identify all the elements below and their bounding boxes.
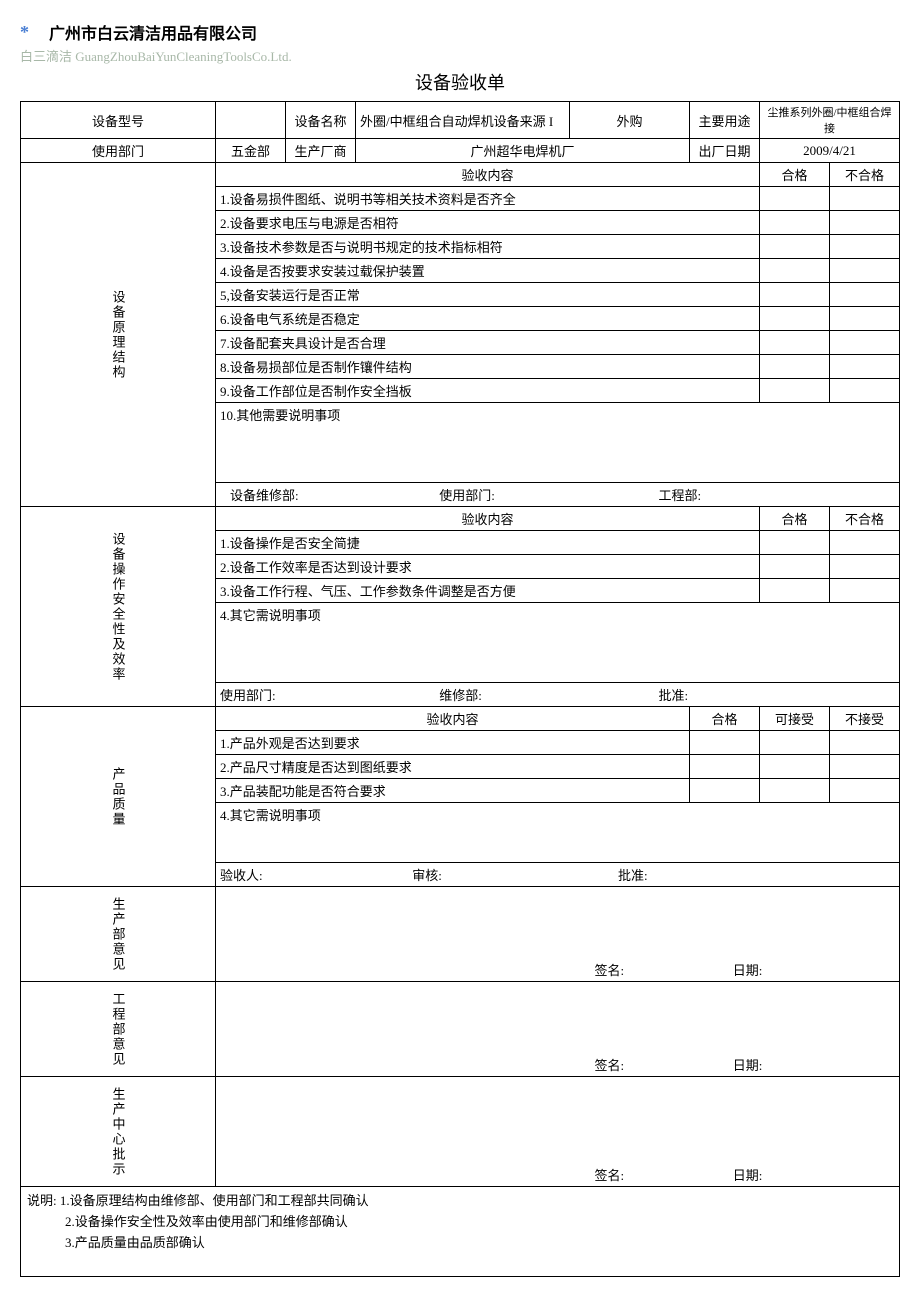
main-table: 设备型号 设备名称 外圈/中框组合自动焊机设备来源 I 外购 主要用途 尘推系列…: [20, 101, 900, 1277]
name-value: 外圈/中框组合自动焊机设备来源 I: [356, 102, 570, 139]
s1-pass: 合格: [760, 163, 830, 187]
s3-header-text: 验收内容: [216, 707, 690, 731]
opinion-center: 生产中心批示 签名: 日期:: [21, 1077, 900, 1187]
model-label: 设备型号: [21, 102, 216, 139]
s2-pass: 合格: [760, 507, 830, 531]
opinion-prod: 生产部意见 签名: 日期:: [21, 887, 900, 982]
date-label: 出厂日期: [690, 139, 760, 163]
mfr-value: 广州超华电焊机厂: [356, 139, 690, 163]
opinion-eng-label: 工程部意见: [21, 982, 216, 1077]
use-value: 尘推系列外圈/中框组合焊接: [760, 102, 900, 139]
source-value: 外购: [570, 102, 690, 139]
dept-value: 五金部: [216, 139, 286, 163]
s3-reject: 不接受: [830, 707, 900, 731]
asterisk-icon: *: [20, 22, 29, 43]
use-label: 主要用途: [690, 102, 760, 139]
s1-header-text: 验收内容: [216, 163, 760, 187]
opinion-eng: 工程部意见 签名: 日期:: [21, 982, 900, 1077]
opinion-center-label: 生产中心批示: [21, 1077, 216, 1187]
s2-header-text: 验收内容: [216, 507, 760, 531]
info-row-1: 设备型号 设备名称 外圈/中框组合自动焊机设备来源 I 外购 主要用途 尘推系列…: [21, 102, 900, 139]
s1-header: 设备原理结构 验收内容 合格 不合格: [21, 163, 900, 187]
header-block: * 广州市白云清洁用品有限公司: [20, 20, 900, 44]
mfr-label: 生产厂商: [286, 139, 356, 163]
s2-header: 设备操作安全性及效率 验收内容 合格 不合格: [21, 507, 900, 531]
date-value: 2009/4/21: [760, 139, 900, 163]
dept-label: 使用部门: [21, 139, 216, 163]
s2-vlabel: 设备操作安全性及效率: [21, 507, 216, 707]
s3-pass: 合格: [690, 707, 760, 731]
doc-title: 设备验收单: [20, 69, 900, 95]
opinion-prod-label: 生产部意见: [21, 887, 216, 982]
s1-vlabel: 设备原理结构: [21, 163, 216, 507]
s3-vlabel: 产品质量: [21, 707, 216, 887]
name-label: 设备名称: [286, 102, 356, 139]
s3-header: 产品质量 验收内容 合格 可接受 不接受: [21, 707, 900, 731]
s1-fail: 不合格: [830, 163, 900, 187]
model-value: [216, 102, 286, 139]
s2-fail: 不合格: [830, 507, 900, 531]
company-subline: 白三滴洁 GuangZhouBaiYunCleaningToolsCo.Ltd.: [20, 46, 900, 65]
info-row-2: 使用部门 五金部 生产厂商 广州超华电焊机厂 出厂日期 2009/4/21: [21, 139, 900, 163]
notes-row: 说明: 1.设备原理结构由维修部、使用部门和工程部共同确认 2.设备操作安全性及…: [21, 1187, 900, 1277]
s3-accept: 可接受: [760, 707, 830, 731]
company-name: 广州市白云清洁用品有限公司: [49, 20, 257, 44]
